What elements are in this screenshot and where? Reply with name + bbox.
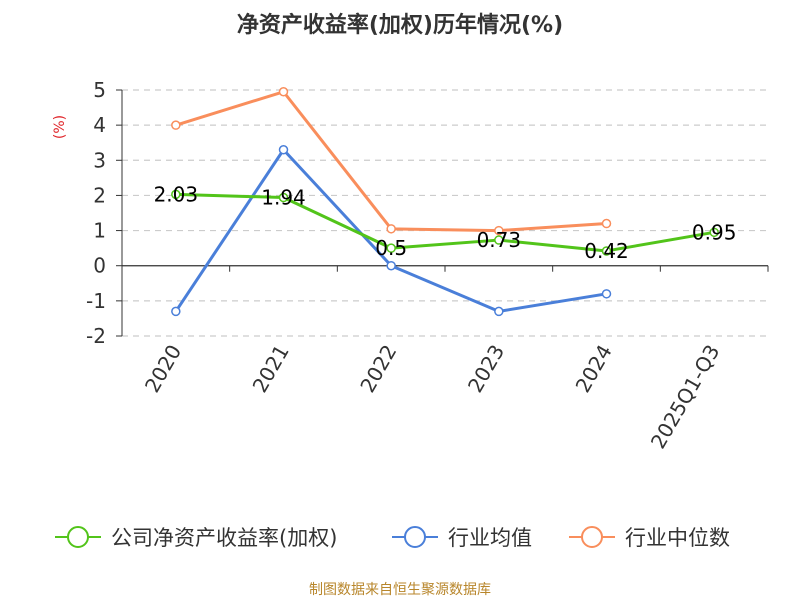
- series-layer: [171, 87, 719, 317]
- data-point: [709, 227, 719, 238]
- y-tick-label: -2: [86, 324, 106, 348]
- data-point: [601, 289, 612, 299]
- y-tick-label: 4: [93, 113, 106, 137]
- data-label: 0.5: [375, 236, 407, 260]
- legend-marker: [404, 526, 426, 548]
- legend-item[interactable]: 行业均值: [392, 526, 532, 550]
- legend[interactable]: 公司净资产收益率(加权) 行业均值 行业中位数: [55, 526, 730, 550]
- data-point: [278, 144, 289, 155]
- y-axis-unit-label: (%): [52, 115, 68, 139]
- series-line: [174, 90, 608, 233]
- chart-title: 净资产收益率(加权)历年情况(%): [237, 12, 563, 38]
- x-tick-label: 2022: [355, 341, 401, 397]
- y-tick-label: -1: [86, 289, 106, 313]
- data-point: [494, 235, 504, 245]
- legend-marker: [581, 526, 603, 548]
- x-tick-label: 2023: [463, 341, 509, 397]
- data-label: 2.03: [154, 182, 199, 206]
- x-tick-label: 2025Q1-Q3: [646, 341, 725, 453]
- data-point: [278, 192, 289, 203]
- data-point: [386, 260, 396, 271]
- x-tick-label: 2021: [248, 341, 294, 397]
- data-point: [494, 306, 504, 317]
- data-point: [601, 246, 612, 256]
- data-label: 1.94: [261, 186, 306, 210]
- data-point: [601, 218, 612, 229]
- y-tick-label: 5: [93, 78, 106, 102]
- legend-item[interactable]: 行业中位数: [569, 526, 730, 550]
- data-label: 0.42: [584, 239, 629, 263]
- legend-label: 行业均值: [448, 526, 532, 550]
- y-tick-label: 3: [93, 148, 106, 172]
- y-tick-label: 1: [93, 219, 106, 243]
- legend-marker: [67, 526, 89, 548]
- axes: 5 4 3 2 1 0 -1 -2 2020 2021 2022 2023 2024 2025Q1-Q3: [86, 78, 769, 453]
- x-tick-label: 2020: [140, 341, 186, 397]
- y-tick-label: 0: [93, 254, 106, 278]
- data-labels: 2.03 1.94 0.5 0.73 0.42 0.95: [154, 182, 737, 263]
- source-note: 制图数据来自恒生聚源数据库: [309, 582, 491, 598]
- legend-label: 行业中位数: [625, 526, 730, 550]
- series-line: [174, 192, 716, 253]
- data-label: 0.73: [477, 228, 522, 252]
- data-point: [386, 243, 396, 253]
- legend-item[interactable]: 公司净资产收益率(加权): [55, 526, 337, 550]
- data-label: 0.95: [692, 220, 737, 244]
- data-point: [494, 225, 504, 236]
- legend-label: 公司净资产收益率(加权): [111, 526, 337, 550]
- y-tick-label: 2: [93, 183, 106, 207]
- data-point: [278, 87, 289, 97]
- data-point: [171, 189, 181, 200]
- gridlines: [122, 89, 768, 337]
- data-point: [171, 120, 181, 130]
- data-point: [386, 224, 396, 234]
- x-tick-label: 2024: [571, 341, 617, 397]
- data-point: [171, 306, 181, 317]
